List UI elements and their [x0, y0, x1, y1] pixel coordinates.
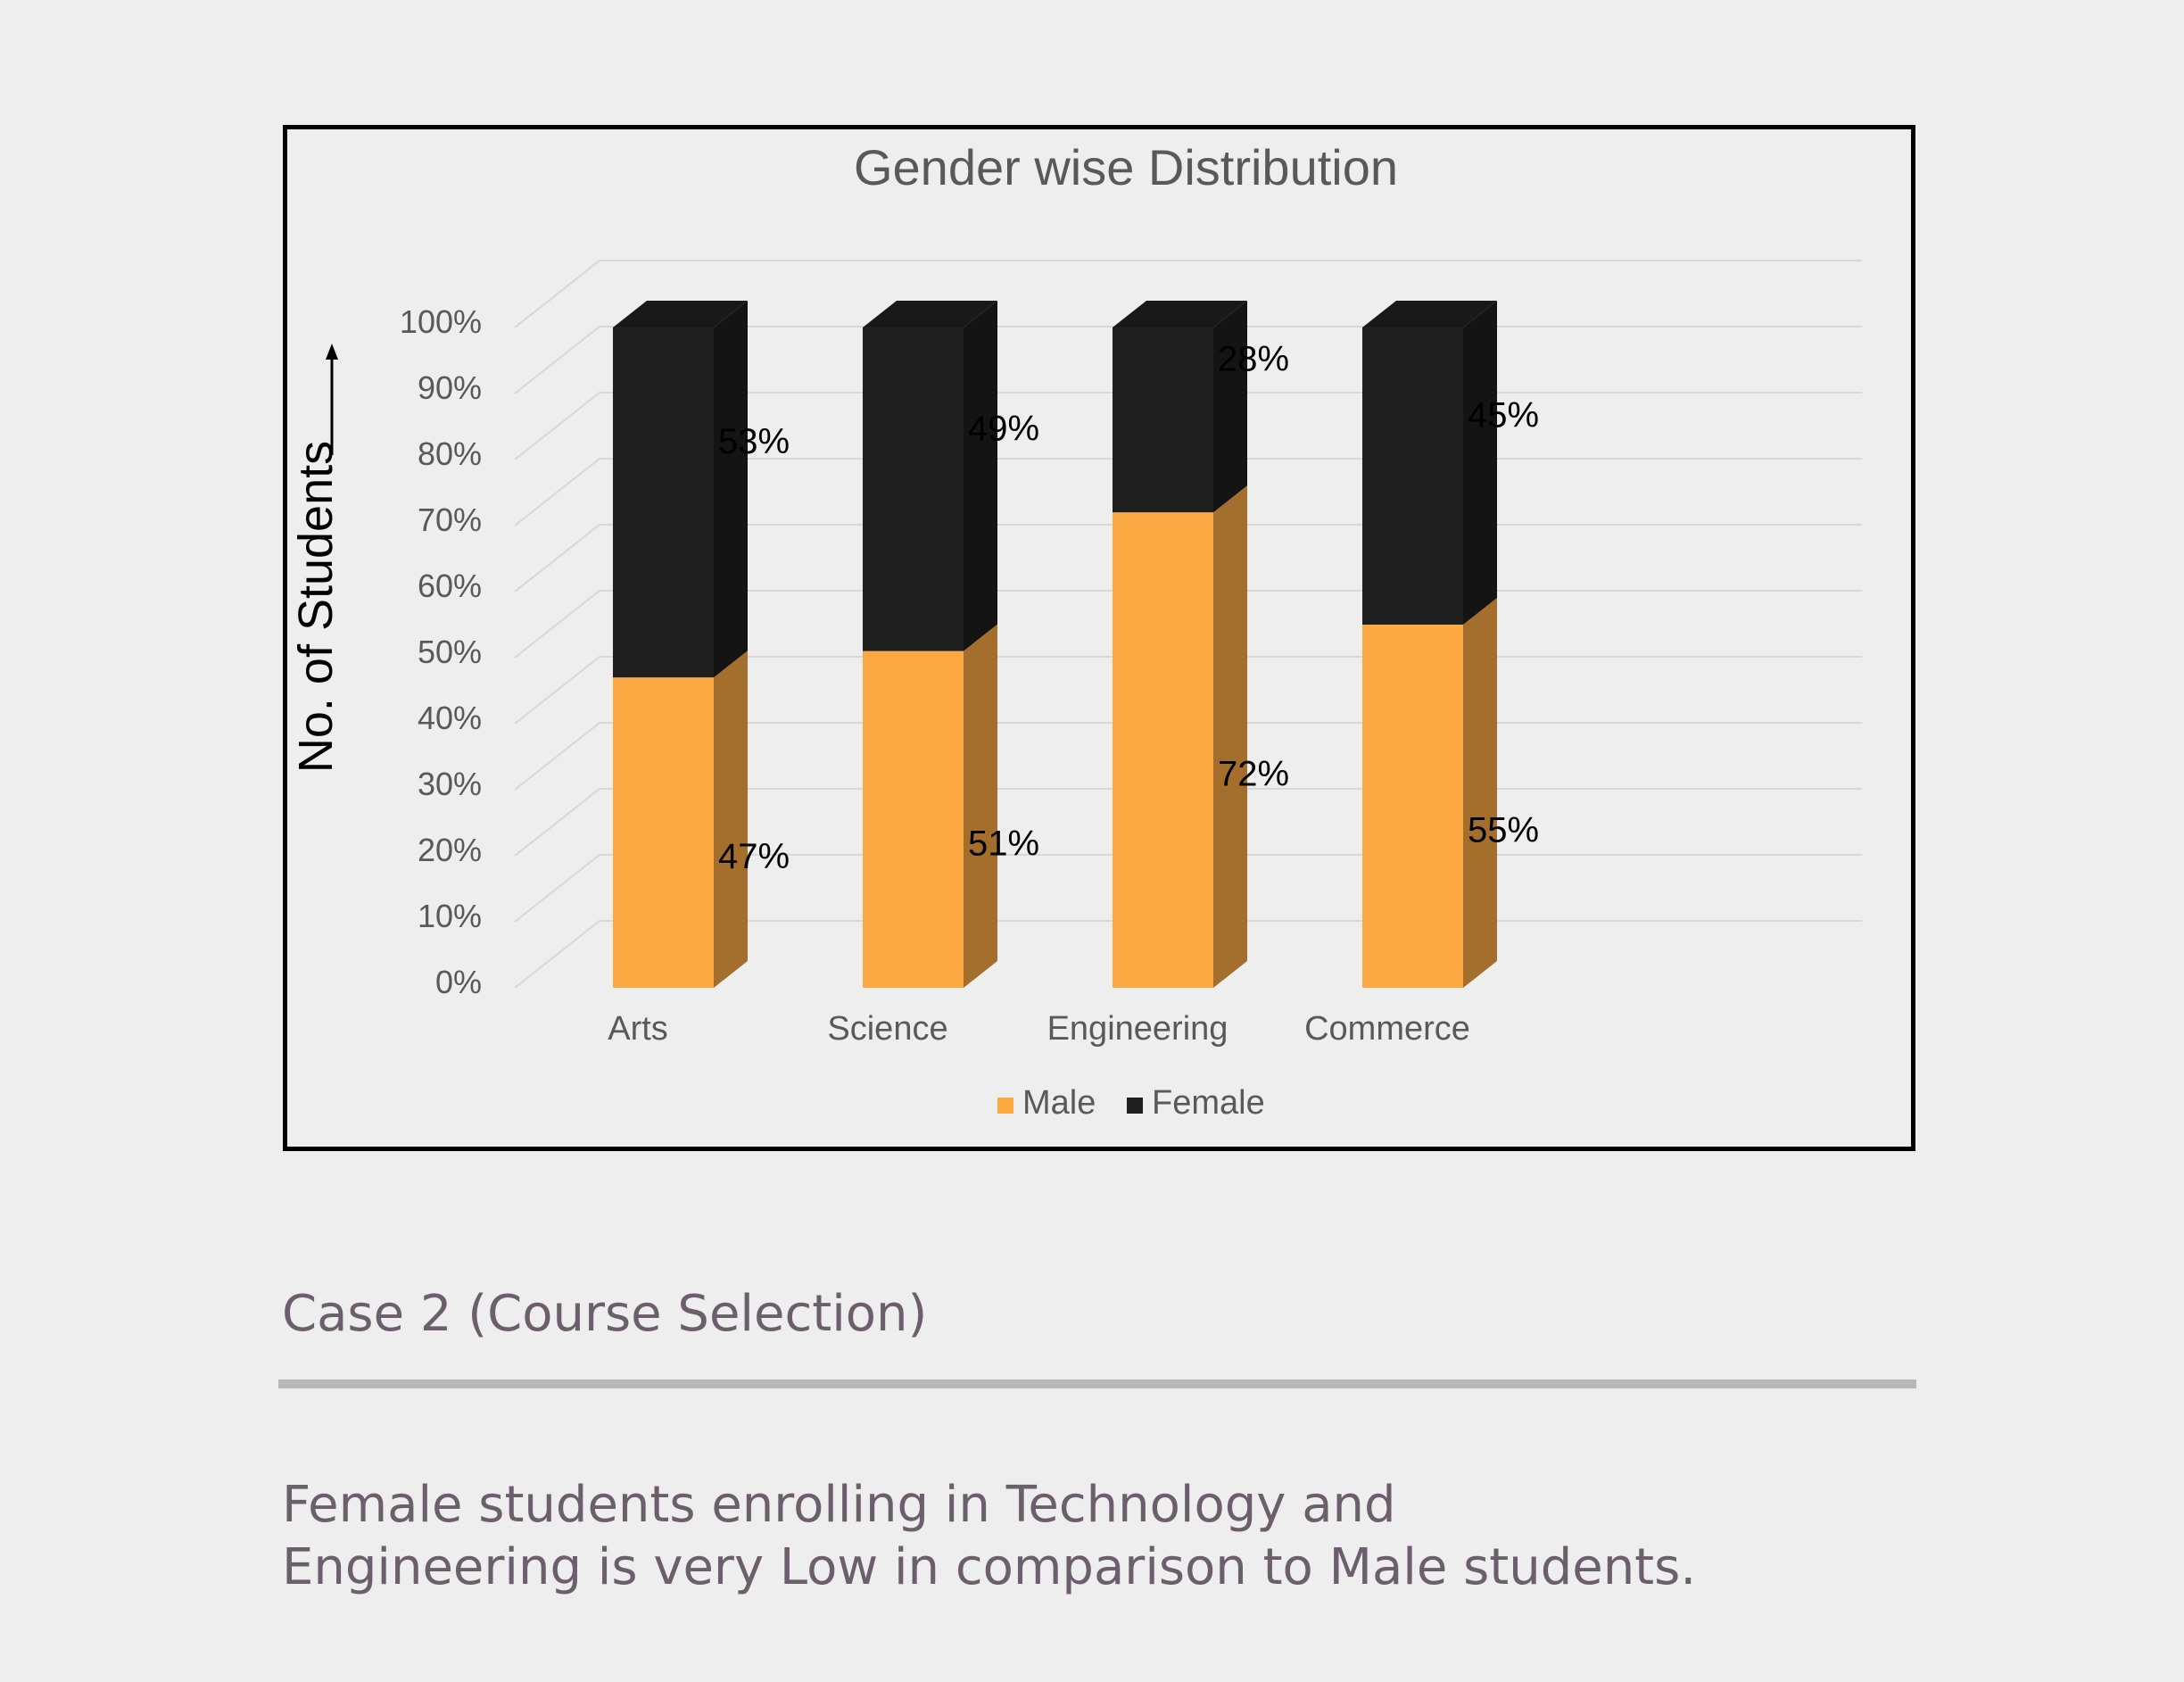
y-tick-label: 0%: [435, 964, 482, 1000]
bar-side-science-male: [964, 624, 997, 988]
bar-side-science-female: [964, 301, 997, 651]
bar-science-male: [863, 650, 964, 988]
bar-commerce-male: [1362, 625, 1463, 988]
data-label-engineering-male: 72%: [1218, 755, 1289, 794]
data-label-engineering-female: 28%: [1218, 340, 1289, 379]
legend-swatch-male: [997, 1098, 1013, 1114]
bar-arts-female: [613, 327, 714, 678]
bar-side-arts-male: [714, 650, 748, 988]
x-tick-label-arts: Arts: [608, 1010, 668, 1048]
bar-top-engineering: [1113, 301, 1247, 327]
divider: [278, 1380, 1916, 1388]
y-tick-label: 20%: [418, 832, 482, 868]
chart-title: Gender wise Distribution: [854, 139, 1398, 195]
bar-top-arts: [613, 301, 748, 327]
x-tick-label-engineering: Engineering: [1047, 1010, 1228, 1048]
bar-top-science: [863, 301, 997, 327]
legend-label-female: Female: [1152, 1084, 1265, 1122]
legend-label-male: Male: [1022, 1084, 1096, 1122]
data-label-science-male: 51%: [968, 824, 1039, 863]
chart-frame: Gender wise Distribution 0% 10% 20% 30% 40% 50…: [283, 125, 1915, 1151]
bar-side-arts-female: [714, 301, 748, 678]
x-tick-label-science: Science: [827, 1010, 947, 1048]
bar-side-engineering-female: [1213, 301, 1247, 513]
bar-commerce-female: [1362, 327, 1463, 625]
x-tick-label-commerce: Commerce: [1304, 1010, 1470, 1048]
y-tick-label: 100%: [400, 303, 482, 340]
y-tick-label: 50%: [418, 634, 482, 670]
data-label-science-female: 49%: [968, 409, 1039, 448]
y-tick-label: 10%: [418, 898, 482, 934]
bar-side-commerce-male: [1463, 598, 1497, 988]
y-axis-arrowhead: [326, 344, 338, 360]
bar-engineering-male: [1113, 512, 1213, 988]
data-label-commerce-male: 55%: [1468, 811, 1539, 850]
data-label-arts-male: 47%: [718, 837, 790, 876]
bar-side-commerce-female: [1463, 301, 1497, 625]
stacked-bar-chart: Gender wise Distribution 0% 10% 20% 30% 40% 50…: [289, 139, 1862, 1122]
y-tick-label: 40%: [418, 700, 482, 736]
bar-top-commerce: [1362, 301, 1497, 327]
description-line-1: Female students enrolling in Technology …: [282, 1476, 1396, 1534]
case-heading: Case 2 (Course Selection): [282, 1285, 928, 1343]
case-description: Female students enrolling in Technology …: [282, 1474, 1696, 1599]
description-line-2: Engineering is very Low in comparison to…: [282, 1538, 1697, 1596]
y-tick-label: 80%: [418, 435, 482, 472]
legend-swatch-female: [1127, 1098, 1143, 1114]
data-label-arts-female: 53%: [718, 422, 790, 461]
y-tick-label: 70%: [418, 501, 482, 538]
y-tick-label: 30%: [418, 766, 482, 802]
y-axis-label: No. of Students: [289, 441, 343, 773]
bar-science-female: [863, 327, 964, 651]
bar-arts-male: [613, 677, 714, 988]
gridline: [514, 260, 1862, 328]
data-label-commerce-female: 45%: [1468, 396, 1539, 435]
bar-engineering-female: [1113, 327, 1213, 513]
y-tick-label: 90%: [418, 369, 482, 406]
bar-side-engineering-male: [1213, 485, 1247, 988]
y-tick-label: 60%: [418, 568, 482, 604]
